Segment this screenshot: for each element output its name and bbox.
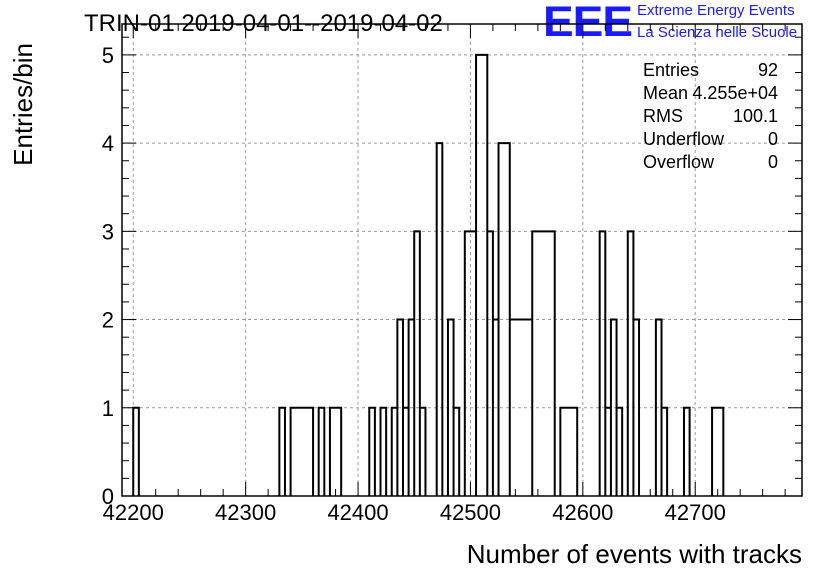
- stats-value-overflow: 0: [767, 152, 778, 172]
- histogram-outline: [132, 53, 725, 496]
- x-tick-label: 42700: [665, 500, 726, 525]
- x-tick-label: 42500: [440, 500, 501, 525]
- logo-line-1: Extreme Energy Events: [637, 2, 795, 19]
- y-tick-label: 3: [102, 219, 114, 244]
- y-tick-label: 0: [102, 484, 114, 509]
- y-axis-label: Entries/bin: [8, 43, 38, 166]
- stats-value-underflow: 0: [767, 129, 778, 149]
- stats-value-mean: 4.255e+04: [692, 83, 778, 103]
- y-tick-label: 4: [102, 131, 114, 156]
- x-axis-label: Number of events with tracks: [467, 539, 802, 569]
- stats-value-rms: 100.1: [732, 106, 778, 126]
- stats-value-entries: 92: [757, 60, 778, 80]
- stats-label-mean: Mean: [643, 83, 689, 103]
- stats-label-underflow: Underflow: [643, 129, 725, 149]
- logo-line-2: La Scienza nelle Scuole: [637, 24, 798, 41]
- eee-logo-mark: EEE: [543, 0, 633, 46]
- x-tick-label: 42200: [103, 500, 164, 525]
- x-tick-label: 42600: [552, 500, 613, 525]
- tick-labels: 42200 42300 42400 42500 42600 42700 0 1 2 3 4 5: [102, 43, 726, 525]
- stats-label-rms: RMS: [643, 106, 683, 126]
- y-tick-label: 1: [102, 396, 114, 421]
- x-tick-label: 42300: [215, 500, 276, 525]
- stats-label-entries: Entries: [643, 60, 700, 80]
- y-tick-label: 2: [102, 308, 114, 333]
- axes: [121, 23, 803, 497]
- x-tick-label: 42400: [327, 500, 388, 525]
- stats-label-overflow: Overflow: [643, 152, 715, 172]
- plot-frame: [121, 23, 803, 497]
- y-tick-label: 5: [102, 43, 114, 68]
